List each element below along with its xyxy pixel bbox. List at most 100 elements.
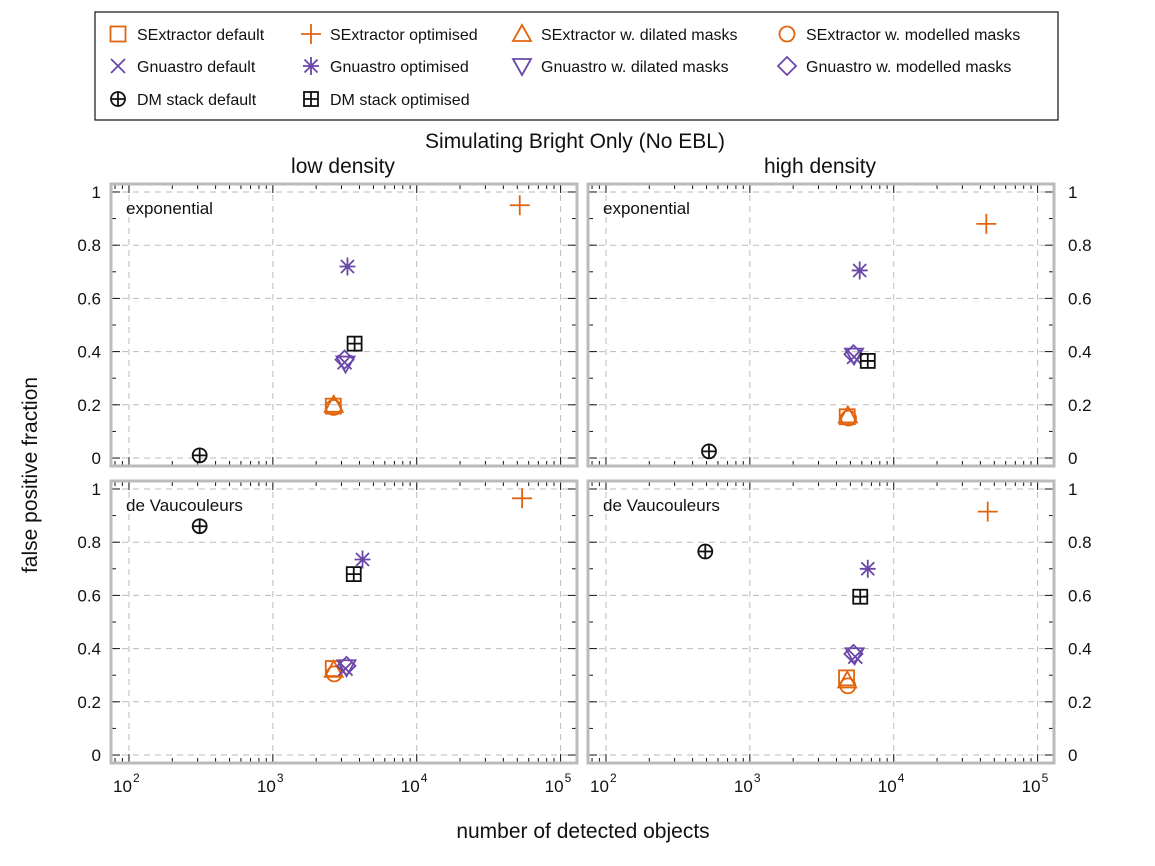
- panel-high-density-exponential-point-sextractor-optimised-0: [976, 213, 997, 234]
- panel-low-density-de-vaucouleurs-xtick-exponent-2: 4: [421, 771, 428, 785]
- legend-item-gnuastro-optimised-marker: [303, 57, 319, 75]
- legend-item-sextractor-default: SExtractor default: [109, 25, 265, 44]
- panel-high-density-exponential-ytick-label-0: 0: [1068, 449, 1077, 468]
- panel-low-density-de-vaucouleurs-profile-label: de Vaucouleurs: [126, 496, 243, 515]
- legend-item-sextractor-optimised-marker: [301, 24, 321, 44]
- legend-item-sextractor-optimised-label: SExtractor optimised: [330, 27, 478, 44]
- legend-item-sextractor-w-dilated-masks-label: SExtractor w. dilated masks: [541, 27, 738, 44]
- panel-high-density-de-vaucouleurs-profile-label: de Vaucouleurs: [603, 496, 720, 515]
- panel-high-density-de-vaucouleurs-ytick-label-5: 1: [1068, 480, 1077, 499]
- panel-high-density-exponential-ytick-label-1: 0.2: [1068, 396, 1092, 415]
- legend-item-gnuastro-default: Gnuastro default: [110, 58, 256, 76]
- legend: SExtractor default SExtractor optimised SE…: [94, 11, 1059, 121]
- legend-item-sextractor-w-dilated-masks-marker: [511, 23, 533, 42]
- panel-low-density-de-vaucouleurs-ytick-label-3: 0.6: [77, 586, 101, 605]
- panel-low-density-de-vaucouleurs-xtick-exponent-0: 2: [133, 771, 140, 785]
- legend-item-dm-stack-default: DM stack default: [110, 91, 257, 109]
- panel-high-density-de-vaucouleurs-point-sextractor-optimised-0: [977, 501, 998, 522]
- panel-low-density-de-vaucouleurs-ytick-label-0: 0: [92, 746, 101, 765]
- panel-low-density-exponential-frame: [109, 182, 579, 468]
- legend-item-gnuastro-default-label: Gnuastro default: [137, 59, 256, 76]
- panel-high-density-exponential-ytick-label-4: 0.8: [1068, 236, 1092, 255]
- legend-item-dm-stack-optimised-marker: [303, 91, 319, 107]
- panel-low-density-exponential-ytick-label-4: 0.8: [77, 236, 101, 255]
- panel-high-density-de-vaucouleurs-xtick-exponent-2: 4: [898, 771, 905, 785]
- panel-low-density-exponential-point-sextractor-w-modelled-masks-0: [325, 399, 342, 416]
- legend-item-gnuastro-w-modelled-masks-label: Gnuastro w. modelled masks: [806, 59, 1011, 76]
- legend-item-gnuastro-w-modelled-masks: Gnuastro w. modelled masks: [776, 55, 1011, 77]
- panel-high-density-de-vaucouleurs-xtick-label-0: 10: [590, 777, 609, 796]
- panel-high-density-de-vaucouleurs-xtick-exponent-0: 2: [610, 771, 617, 785]
- panel-low-density-exponential-ytick-label-0: 0: [92, 449, 101, 468]
- panel-high-density-exponential-ytick-label-2: 0.4: [1068, 343, 1092, 362]
- legend-item-gnuastro-default-marker: [110, 58, 126, 74]
- panel-high-density-de-vaucouleurs-ytick-label-4: 0.8: [1068, 533, 1092, 552]
- chart-title: Simulating Bright Only (No EBL): [425, 130, 725, 153]
- panel-high-density-de-vaucouleurs-xtick-label-3: 10: [1022, 777, 1041, 796]
- panel-high-density-exponential-ytick-label-5: 1: [1068, 183, 1077, 202]
- panel-high-density-de-vaucouleurs-point-gnuastro-optimised-0: [859, 559, 876, 578]
- panel-high-density-de-vaucouleurs-point-sextractor-w-modelled-masks-0: [839, 677, 857, 695]
- panel-high-density-de-vaucouleurs-xtick-label-1: 10: [734, 777, 753, 796]
- legend-item-sextractor-w-modelled-masks-marker: [778, 25, 796, 43]
- panel-high-density-exponential-point-sextractor-w-dilated-masks-0: [837, 404, 859, 424]
- panel-high-density-de-vaucouleurs-ytick-label-3: 0.6: [1068, 586, 1092, 605]
- legend-item-gnuastro-optimised-label: Gnuastro optimised: [330, 59, 469, 76]
- panel-low-density-exponential-ytick-label-5: 1: [92, 183, 101, 202]
- panel-high-density-exponential-frame: [586, 182, 1056, 468]
- panel-low-density-de-vaucouleurs-point-gnuastro-w-dilated-masks-0: [335, 659, 358, 679]
- panel-low-density-de-vaucouleurs-ytick-label-2: 0.4: [77, 640, 101, 659]
- panel-low-density-de-vaucouleurs-ytick-label-1: 0.2: [77, 693, 101, 712]
- legend-item-gnuastro-w-dilated-masks: Gnuastro w. dilated masks: [511, 58, 729, 77]
- panel-high-density-de-vaucouleurs-frame: [586, 479, 1056, 765]
- panel-low-density-exponential-point-dm-stack-optimised-0: [346, 335, 363, 352]
- panel-high-density-de-vaucouleurs-point-dm-stack-default-0: [697, 543, 714, 560]
- panel-low-density-de-vaucouleurs-point-dm-stack-default-0: [191, 518, 208, 535]
- legend-item-gnuastro-w-modelled-masks-marker: [776, 55, 798, 77]
- panel-low-density-de-vaucouleurs-point-sextractor-w-modelled-masks-0: [325, 665, 343, 683]
- panel-high-density-de-vaucouleurs-xtick-exponent-3: 5: [1042, 771, 1049, 785]
- panel-high-density-de-vaucouleurs-ytick-label-2: 0.4: [1068, 640, 1092, 659]
- panel-low-density-exponential-point-sextractor-optimised-0: [509, 195, 530, 216]
- panel-high-density-exponential-ytick-label-3: 0.6: [1068, 289, 1092, 308]
- legend-item-gnuastro-optimised: Gnuastro optimised: [303, 57, 469, 76]
- panels: exponential 0 0.2 0.4 0.6 0.8 1 exponential 0 0.2…: [77, 182, 1092, 796]
- y-axis-label: false positive fraction: [19, 377, 42, 573]
- panel-low-density-de-vaucouleurs-point-sextractor-optimised-0: [512, 488, 533, 509]
- panel-high-density-exponential-point-dm-stack-default-0: [701, 443, 717, 460]
- panel-high-density-de-vaucouleurs-xtick-exponent-1: 3: [754, 771, 761, 785]
- panel-low-density-de-vaucouleurs-point-gnuastro-default-0: [337, 660, 354, 677]
- panel-low-density-exponential-point-gnuastro-optimised-0: [339, 257, 356, 276]
- legend-item-dm-stack-default-label: DM stack default: [137, 92, 257, 109]
- panel-low-density-de-vaucouleurs-ytick-label-4: 0.8: [77, 533, 101, 552]
- legend-box: [94, 11, 1059, 121]
- panel-high-density-exponential: exponential 0 0.2 0.4 0.6 0.8 1: [586, 182, 1092, 468]
- legend-item-gnuastro-w-dilated-masks-marker: [511, 58, 533, 77]
- panel-high-density-exponential-profile-label: exponential: [603, 199, 690, 218]
- panel-low-density-de-vaucouleurs-xtick-exponent-3: 5: [565, 771, 572, 785]
- panel-high-density-de-vaucouleurs-point-sextractor-default-0: [838, 669, 855, 687]
- panel-high-density-de-vaucouleurs-ytick-label-0: 0: [1068, 746, 1077, 765]
- panel-low-density-exponential-ytick-label-1: 0.2: [77, 396, 101, 415]
- panel-low-density-de-vaucouleurs-ytick-label-5: 1: [92, 480, 101, 499]
- panel-low-density-de-vaucouleurs-xtick-label-2: 10: [401, 777, 420, 796]
- legend-item-dm-stack-default-marker: [110, 91, 126, 107]
- panel-high-density-exponential-point-gnuastro-optimised-0: [851, 261, 868, 280]
- panel-low-density-exponential-point-sextractor-w-dilated-masks-0: [323, 393, 345, 413]
- panel-low-density-exponential-ytick-label-3: 0.6: [77, 289, 101, 308]
- panel-high-density-exponential-point-dm-stack-optimised-0: [859, 353, 876, 369]
- panel-low-density-exponential-point-gnuastro-w-modelled-masks-0: [334, 349, 355, 370]
- column-title-high-density: high density: [764, 155, 877, 178]
- panel-low-density-de-vaucouleurs-frame: [109, 479, 579, 765]
- legend-item-dm-stack-optimised: DM stack optimised: [303, 91, 470, 109]
- legend-item-sextractor-default-label: SExtractor default: [137, 27, 265, 44]
- x-axis-label: number of detected objects: [456, 820, 709, 843]
- legend-item-sextractor-default-marker: [109, 25, 127, 43]
- column-title-low-density: low density: [291, 155, 395, 178]
- legend-item-dm-stack-optimised-label: DM stack optimised: [330, 92, 470, 109]
- panel-high-density-exponential-point-gnuastro-default-0: [846, 349, 862, 365]
- panel-low-density-de-vaucouleurs-point-gnuastro-w-modelled-masks-0: [336, 655, 357, 677]
